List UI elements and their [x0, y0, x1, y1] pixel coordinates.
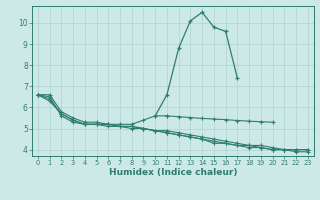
- X-axis label: Humidex (Indice chaleur): Humidex (Indice chaleur): [108, 168, 237, 177]
